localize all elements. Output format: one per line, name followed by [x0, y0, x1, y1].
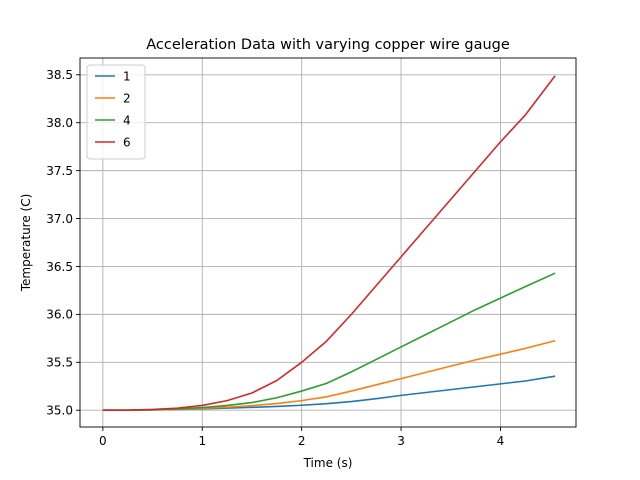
x-tick-label: 0: [99, 434, 107, 448]
axis-ticks: 0 1 2 3 4 35.0 35.5 36.0 36.5 37.0 37.5 38.0 38.5: [46, 68, 504, 448]
x-tick-label: 1: [198, 434, 206, 448]
series-lines: [102, 75, 556, 412]
legend-label-4: 4: [123, 113, 131, 127]
x-tick-label: 2: [298, 434, 306, 448]
y-axis-label: Temperature (C): [19, 194, 33, 293]
y-tick-label: 35.0: [46, 404, 73, 418]
series-line-4: [102, 272, 556, 412]
plot-frame: [79, 57, 577, 428]
y-tick-label: 38.5: [46, 68, 73, 82]
legend: 1 2 4 6: [86, 64, 146, 160]
y-tick-label: 37.5: [46, 164, 73, 178]
y-tick-label: 35.5: [46, 356, 73, 370]
legend-label-6: 6: [123, 135, 131, 149]
x-tick-label: 3: [397, 434, 405, 448]
series-line-6: [102, 75, 556, 412]
legend-label-1: 1: [123, 69, 131, 83]
y-tick-label: 38.0: [46, 116, 73, 130]
y-tick-label: 36.5: [46, 260, 73, 274]
y-tick-label: 37.0: [46, 212, 73, 226]
legend-label-2: 2: [123, 91, 131, 105]
x-tick-label: 4: [497, 434, 505, 448]
y-tick-label: 36.0: [46, 308, 73, 322]
legend-box: [86, 64, 146, 160]
chart-title: Acceleration Data with varying copper wi…: [146, 37, 510, 53]
x-axis-label: Time (s): [303, 456, 353, 470]
grid-lines: [80, 58, 576, 427]
